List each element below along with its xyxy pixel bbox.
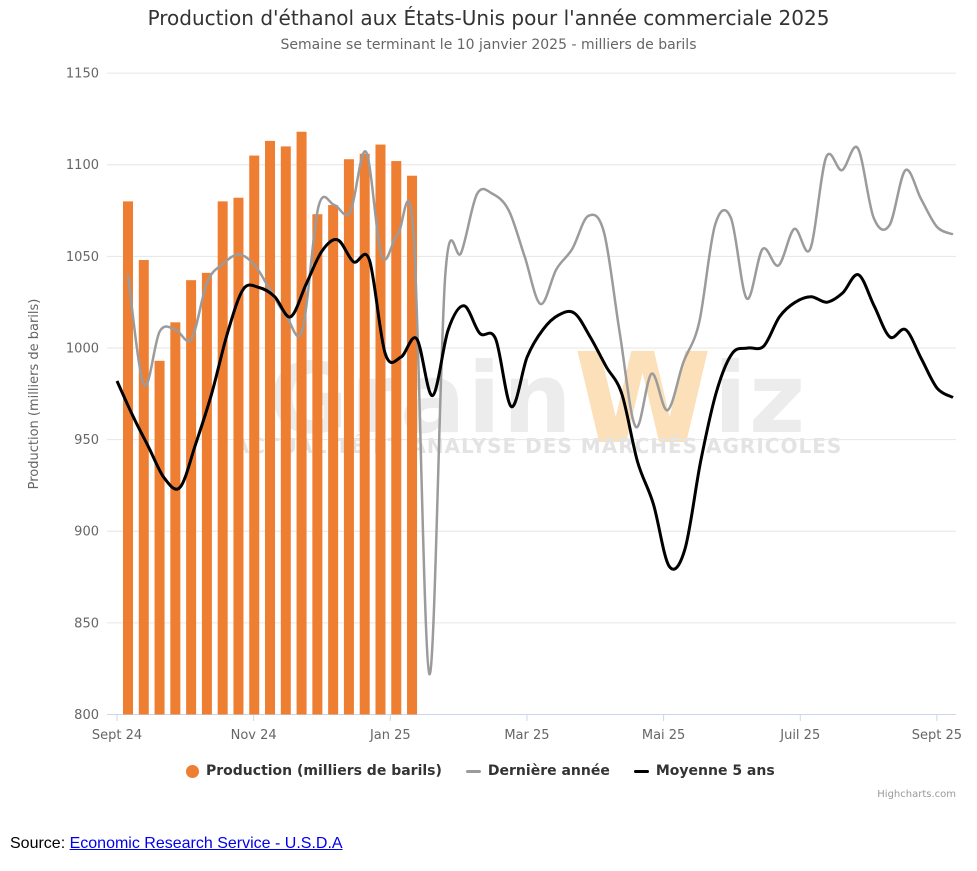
production-bar[interactable]: [391, 161, 402, 715]
legend-last-year-line-icon: [465, 769, 481, 773]
x-axis-label: Mai 25: [642, 728, 685, 743]
x-axis-label: Juil 25: [779, 728, 820, 743]
legend-5yr-average-line-icon: [633, 769, 649, 773]
y-axis-label: 800: [74, 708, 99, 723]
highcharts-credits[interactable]: Highcharts.com: [877, 789, 956, 800]
chart-legend: Production (milliers de barils) Dernière…: [186, 763, 775, 779]
chart-title: Production d'éthanol aux États-Unis pour…: [147, 6, 830, 30]
y-axis-label: 900: [74, 525, 99, 540]
legend-production-dot-icon: [186, 764, 199, 778]
watermark-tagline-text: ACTUALITÉ ET ANALYSE DES MARCHÉS AGRICOL…: [234, 434, 843, 458]
production-bar[interactable]: [217, 201, 228, 715]
production-bar[interactable]: [249, 155, 260, 715]
legend-last-year-label: Dernière année: [487, 763, 610, 779]
y-axis-label: 950: [74, 433, 99, 448]
production-bar[interactable]: [154, 360, 165, 715]
legend-item-production[interactable]: Production (milliers de barils): [186, 763, 442, 779]
production-bar[interactable]: [328, 205, 339, 715]
production-bar[interactable]: [296, 131, 307, 715]
5yr-average-line[interactable]: [115, 238, 954, 571]
production-bar[interactable]: [312, 214, 323, 715]
y-axis-label: 1150: [66, 67, 99, 82]
y-axis-title: Production (milliers de barils): [27, 299, 42, 490]
chart-subtitle: Semaine se terminant le 10 janvier 2025 …: [280, 37, 697, 53]
y-axis-label: 1000: [66, 341, 99, 356]
production-bar[interactable]: [170, 322, 181, 715]
production-bar[interactable]: [359, 153, 370, 715]
production-bar[interactable]: [407, 175, 418, 715]
x-axis-label: Sept 24: [92, 728, 142, 743]
y-axis-label: 850: [74, 616, 99, 631]
production-bar[interactable]: [375, 144, 386, 715]
production-bar[interactable]: [280, 146, 291, 715]
production-bar[interactable]: [265, 140, 276, 715]
source-line: Source: Economic Research Service - U.S.…: [10, 835, 343, 853]
y-axis-label: 1050: [66, 250, 99, 265]
source-link[interactable]: Economic Research Service - U.S.D.A: [69, 835, 343, 852]
source-prefix: Source:: [10, 835, 70, 852]
production-bar[interactable]: [343, 159, 354, 715]
production-bar[interactable]: [138, 260, 149, 715]
x-axis-label: Jan 25: [369, 728, 411, 743]
legend-item-5yr-average[interactable]: Moyenne 5 ans: [633, 763, 775, 779]
production-bar[interactable]: [201, 272, 212, 715]
x-axis-label: Sept 25: [912, 728, 962, 743]
legend-item-last-year[interactable]: Dernière année: [465, 763, 610, 779]
legend-5yr-average-label: Moyenne 5 ans: [655, 763, 775, 779]
production-bar[interactable]: [123, 201, 133, 715]
production-bar[interactable]: [186, 280, 197, 715]
x-axis-label: Mar 25: [504, 728, 549, 743]
legend-production-label: Production (milliers de barils): [206, 763, 442, 779]
production-bar[interactable]: [233, 197, 244, 715]
y-axis-label: 1100: [66, 158, 99, 173]
x-axis-label: Nov 24: [231, 728, 277, 743]
